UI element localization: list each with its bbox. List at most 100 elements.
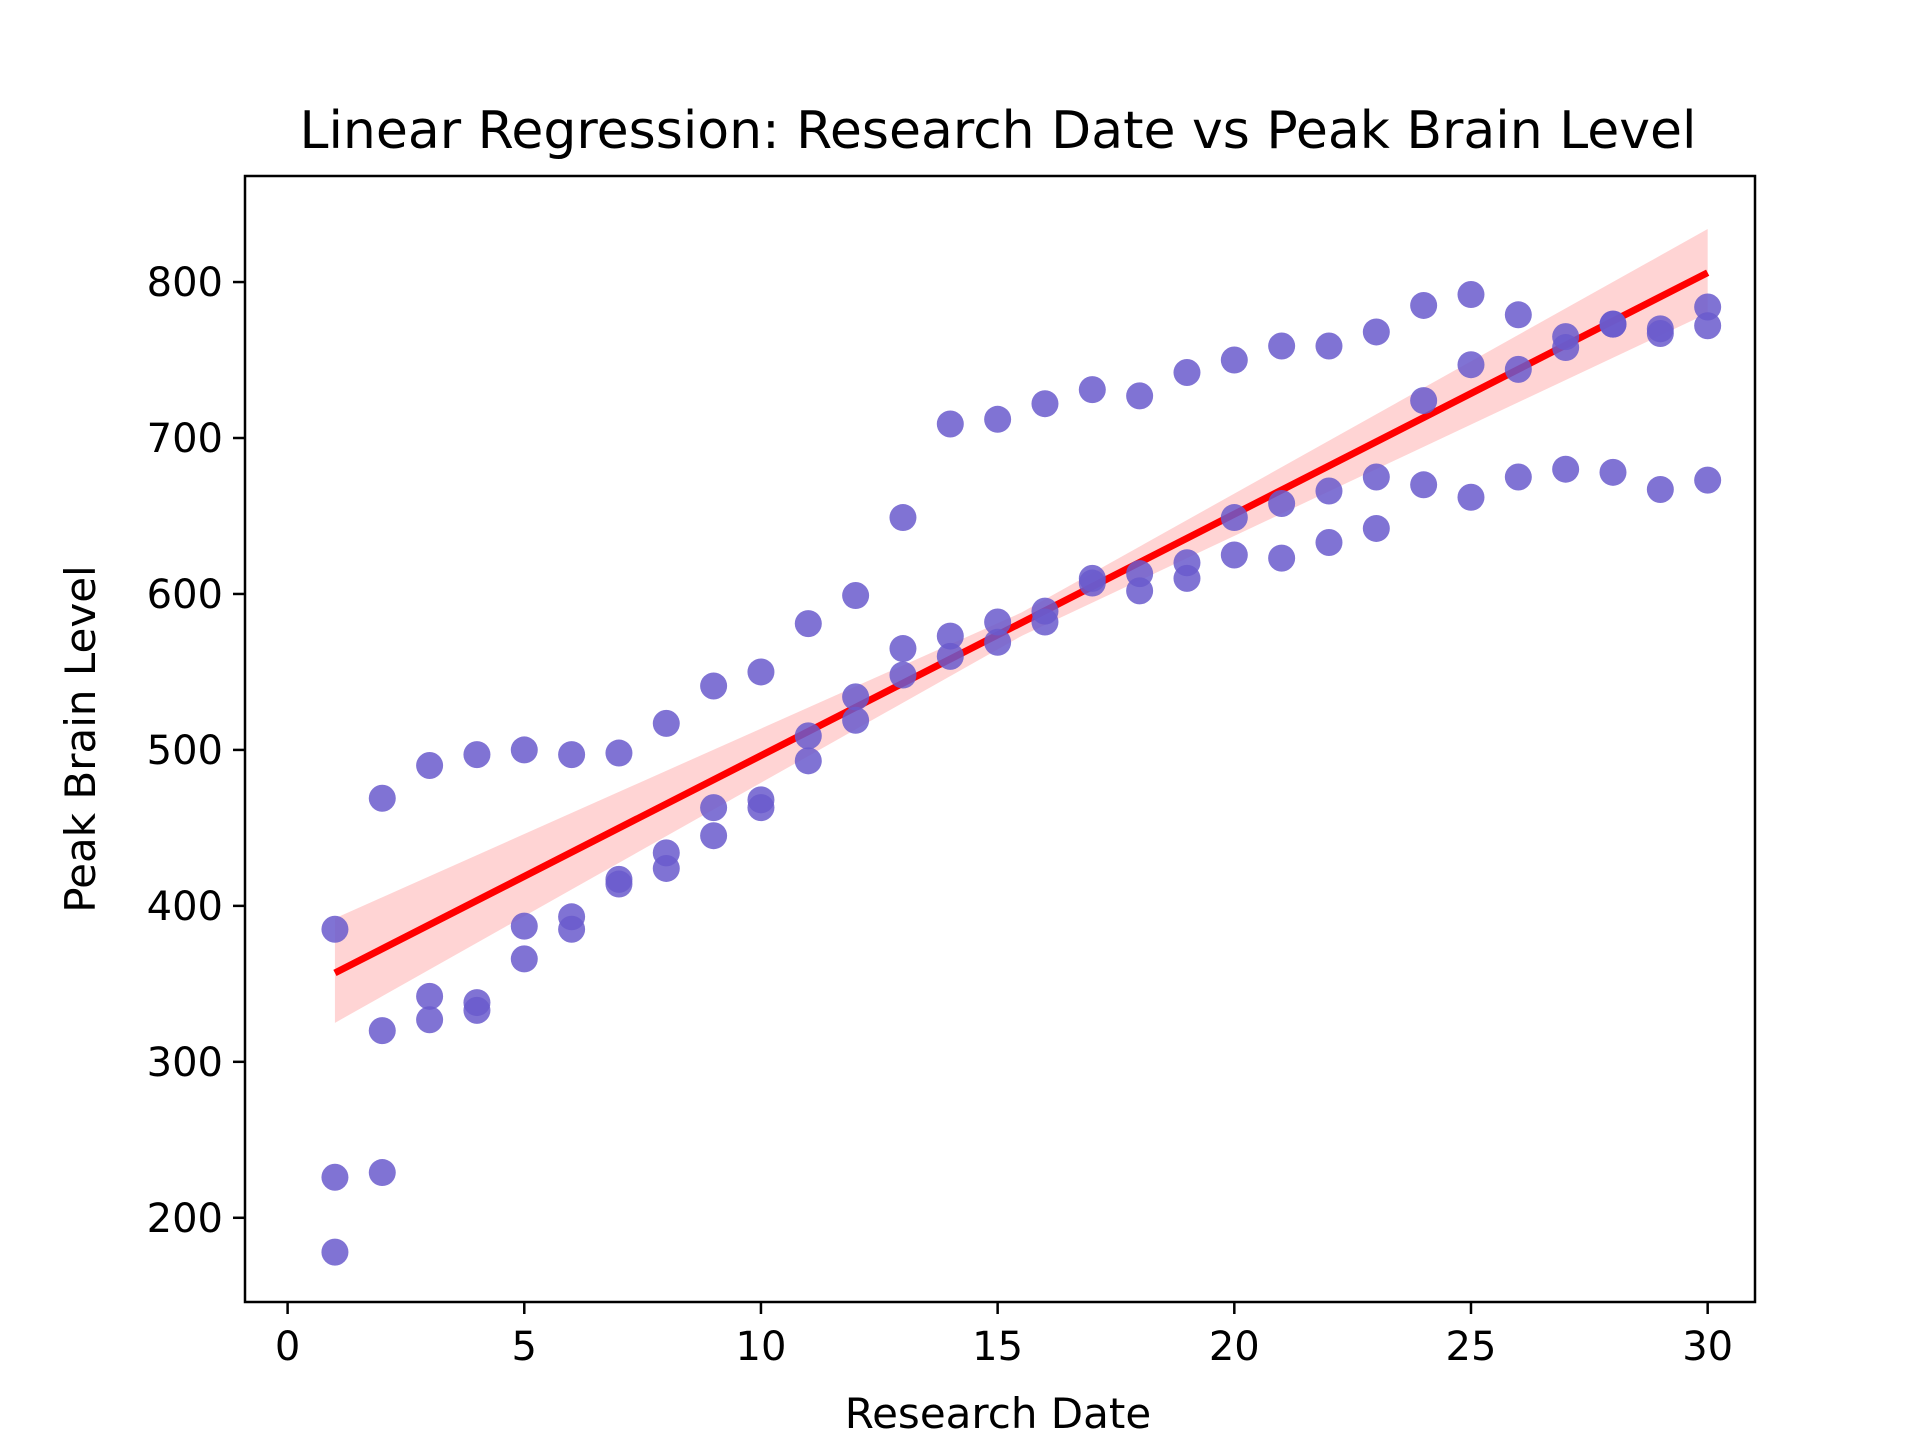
data-point xyxy=(416,752,444,780)
data-point xyxy=(1078,376,1106,404)
data-point xyxy=(321,915,349,943)
data-point xyxy=(510,945,538,973)
x-tick-label: 15 xyxy=(972,1324,1023,1370)
data-point xyxy=(842,683,870,711)
data-point xyxy=(1268,332,1296,360)
data-point xyxy=(1315,332,1343,360)
data-point xyxy=(558,741,586,769)
data-point xyxy=(605,870,633,898)
data-point xyxy=(1599,310,1627,338)
y-tick-label: 700 xyxy=(147,416,223,462)
y-tick-label: 400 xyxy=(147,884,223,930)
data-point xyxy=(1078,569,1106,597)
data-point xyxy=(889,504,917,532)
data-point xyxy=(1268,490,1296,518)
data-point xyxy=(747,658,775,686)
data-point xyxy=(936,642,964,670)
data-point xyxy=(1646,475,1674,503)
data-point xyxy=(1173,564,1201,592)
data-point xyxy=(1220,541,1248,569)
data-point xyxy=(1268,544,1296,572)
data-point xyxy=(1031,390,1059,418)
y-tick-label: 600 xyxy=(147,572,223,618)
data-point xyxy=(463,996,491,1024)
x-axis-label: Research Date xyxy=(845,1389,1151,1438)
data-point xyxy=(842,706,870,734)
data-point xyxy=(510,736,538,764)
data-point xyxy=(842,582,870,610)
data-point xyxy=(1694,293,1722,321)
data-point xyxy=(1504,463,1532,491)
data-point xyxy=(1362,463,1390,491)
data-point xyxy=(652,854,680,882)
data-point xyxy=(984,608,1012,636)
data-point xyxy=(463,741,491,769)
data-point xyxy=(1457,351,1485,379)
data-point xyxy=(1173,359,1201,387)
data-point xyxy=(510,912,538,940)
data-point xyxy=(1504,301,1532,329)
data-points-layer xyxy=(321,281,1722,1266)
x-axis-ticks: 0 5 10 15 20 25 30 xyxy=(275,1302,1733,1370)
y-tick-label: 800 xyxy=(147,260,223,306)
data-point xyxy=(936,410,964,438)
x-tick-label: 10 xyxy=(736,1324,787,1370)
data-point xyxy=(1410,471,1438,499)
data-point xyxy=(794,610,822,638)
data-point xyxy=(321,1238,349,1266)
data-point xyxy=(1126,577,1154,605)
data-point xyxy=(794,722,822,750)
data-point xyxy=(416,982,444,1010)
data-point xyxy=(936,622,964,650)
data-point xyxy=(1694,312,1722,340)
y-tick-label: 300 xyxy=(147,1040,223,1086)
data-point xyxy=(1599,458,1627,486)
data-point xyxy=(889,635,917,663)
y-axis-label: Peak Brain Level xyxy=(56,565,105,912)
data-point xyxy=(416,1006,444,1034)
data-point xyxy=(984,405,1012,433)
data-point xyxy=(1457,281,1485,309)
data-point xyxy=(1410,387,1438,415)
data-point xyxy=(1220,346,1248,374)
data-point xyxy=(1315,477,1343,505)
data-point xyxy=(794,747,822,775)
x-tick-label: 20 xyxy=(1209,1324,1260,1370)
chart-title: Linear Regression: Research Date vs Peak… xyxy=(300,101,1697,161)
data-point xyxy=(984,628,1012,656)
data-point xyxy=(652,709,680,737)
data-point xyxy=(558,915,586,943)
data-point xyxy=(1694,466,1722,494)
data-point xyxy=(889,661,917,689)
x-tick-label: 5 xyxy=(512,1324,537,1370)
data-point xyxy=(1315,528,1343,556)
data-point xyxy=(1126,382,1154,410)
data-point xyxy=(700,794,728,822)
data-point xyxy=(605,739,633,767)
x-tick-label: 30 xyxy=(1682,1324,1733,1370)
data-point xyxy=(368,1017,396,1045)
data-point xyxy=(700,822,728,850)
data-point xyxy=(747,794,775,822)
data-point xyxy=(1220,504,1248,532)
data-point xyxy=(1646,320,1674,348)
data-point xyxy=(368,1159,396,1187)
y-tick-label: 500 xyxy=(147,728,223,774)
data-point xyxy=(700,672,728,700)
plot-frame xyxy=(243,174,1757,1304)
data-point xyxy=(1031,608,1059,636)
data-point xyxy=(1552,334,1580,362)
x-tick-label: 25 xyxy=(1446,1324,1497,1370)
data-point xyxy=(1362,514,1390,542)
data-point xyxy=(368,784,396,812)
data-point xyxy=(1410,291,1438,319)
data-point xyxy=(1362,318,1390,346)
regression-line xyxy=(333,269,1710,977)
data-point xyxy=(321,1163,349,1191)
data-point xyxy=(1457,483,1485,511)
data-point xyxy=(1504,355,1532,383)
data-point xyxy=(1552,455,1580,483)
y-axis-ticks: 200 300 400 500 600 700 800 xyxy=(147,260,245,1242)
